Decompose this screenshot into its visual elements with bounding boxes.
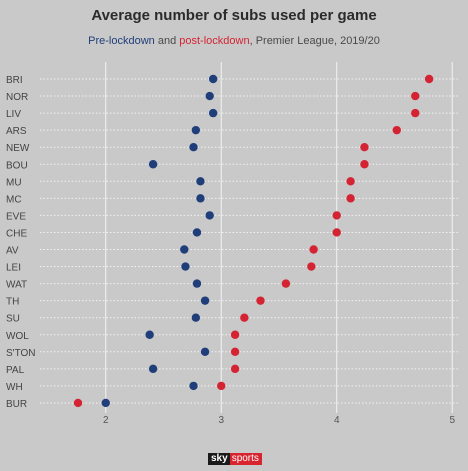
- pre-lockdown-point: [101, 398, 110, 408]
- x-tick-label: 2: [103, 415, 109, 426]
- post-lockdown-point: [230, 347, 240, 356]
- post-lockdown-point: [424, 74, 434, 84]
- category-label: MC: [6, 194, 22, 205]
- category-label: AV: [6, 246, 19, 257]
- category-label: WH: [6, 382, 23, 393]
- x-tick-label: 3: [218, 415, 224, 426]
- post-lockdown-point: [360, 143, 369, 152]
- post-lockdown-point: [411, 108, 420, 118]
- pre-lockdown-point: [145, 330, 154, 339]
- post-lockdown-point: [256, 296, 265, 305]
- logo-sky: sky: [208, 453, 230, 465]
- post-lockdown-point: [332, 211, 341, 220]
- post-lockdown-point: [217, 381, 226, 391]
- pre-lockdown-point: [192, 228, 202, 237]
- pre-lockdown-point: [148, 364, 158, 374]
- category-label: NEW: [6, 143, 30, 154]
- pre-lockdown-point: [191, 125, 201, 135]
- pre-lockdown-point: [208, 108, 218, 118]
- pre-lockdown-point: [189, 143, 198, 152]
- category-label: WOL: [6, 331, 29, 342]
- category-label: BUR: [6, 399, 27, 410]
- post-lockdown-point: [240, 313, 249, 322]
- post-lockdown-point: [360, 160, 369, 169]
- pre-lockdown-point: [189, 381, 198, 391]
- category-label: MU: [6, 177, 22, 188]
- category-label: EVE: [6, 211, 26, 222]
- pre-lockdown-point: [196, 177, 205, 186]
- pre-lockdown-point: [205, 211, 214, 220]
- post-lockdown-point: [346, 177, 355, 186]
- subtitle-rest: , Premier League, 2019/20: [249, 35, 380, 47]
- post-lockdown-point: [346, 194, 355, 203]
- subtitle-post-label: post-lockdown: [179, 35, 250, 47]
- pre-lockdown-point: [181, 262, 190, 271]
- category-label: CHE: [6, 228, 27, 239]
- category-label: BRI: [6, 75, 23, 86]
- subtitle-pre-label: Pre-lockdown: [88, 35, 155, 47]
- post-lockdown-point: [309, 245, 318, 254]
- pre-lockdown-point: [148, 160, 158, 169]
- chart-subtitle: Pre-lockdown and post-lockdown, Premier …: [0, 35, 468, 47]
- pre-lockdown-point: [205, 91, 214, 101]
- category-label: NOR: [6, 92, 28, 103]
- category-label: SU: [6, 314, 20, 325]
- category-label: LEI: [6, 263, 21, 274]
- post-lockdown-point: [307, 262, 316, 271]
- sky-sports-logo: sky sports: [208, 453, 262, 465]
- category-label: ARS: [6, 126, 27, 137]
- post-lockdown-point: [281, 279, 291, 288]
- pre-lockdown-point: [180, 245, 189, 254]
- subtitle-and: and: [154, 35, 180, 47]
- pre-lockdown-point: [196, 194, 205, 203]
- category-label: PAL: [6, 365, 25, 376]
- pre-lockdown-point: [200, 296, 210, 305]
- logo-sports: sports: [229, 453, 262, 465]
- post-lockdown-point: [73, 398, 83, 408]
- x-tick-label: 4: [334, 415, 340, 426]
- x-tick-label: 5: [449, 415, 455, 426]
- post-lockdown-point: [411, 91, 420, 101]
- post-lockdown-point: [332, 228, 341, 237]
- pre-lockdown-point: [192, 279, 202, 288]
- category-label: BOU: [6, 160, 28, 171]
- category-label: LIV: [6, 109, 21, 120]
- chart-title: Average number of subs used per game: [91, 7, 377, 24]
- pre-lockdown-point: [191, 313, 201, 322]
- post-lockdown-point: [230, 330, 240, 339]
- category-label: S'TON: [6, 348, 36, 359]
- category-label: WAT: [6, 280, 27, 291]
- pre-lockdown-point: [200, 347, 210, 356]
- post-lockdown-point: [230, 364, 240, 374]
- post-lockdown-point: [392, 125, 401, 135]
- pre-lockdown-point: [208, 74, 218, 84]
- category-label: TH: [6, 297, 19, 308]
